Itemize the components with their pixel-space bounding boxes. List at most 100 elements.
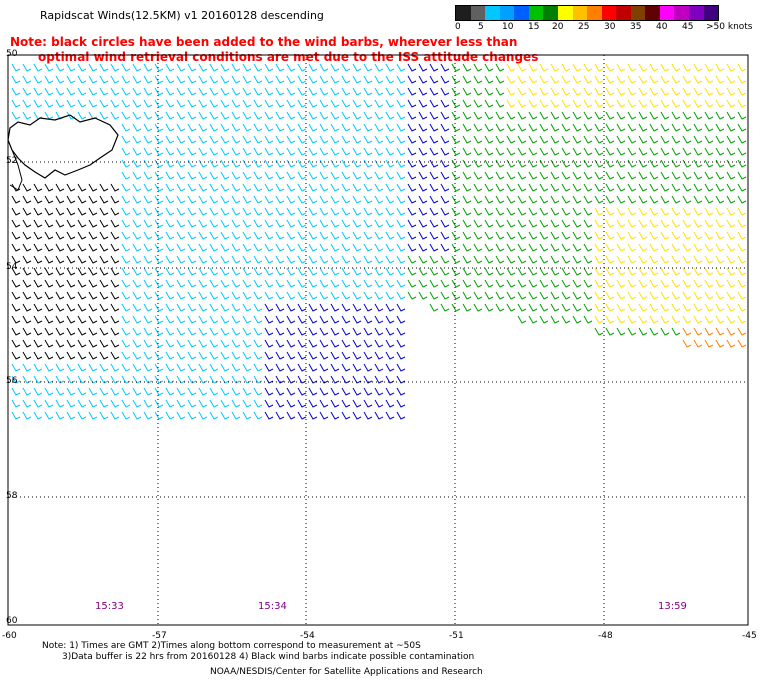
wind-barb bbox=[88, 255, 98, 264]
wind-barb bbox=[66, 399, 76, 408]
wind-barb bbox=[165, 171, 175, 180]
wind-barb bbox=[605, 315, 615, 324]
wind-barb bbox=[110, 363, 120, 372]
wind-barb bbox=[539, 231, 549, 240]
wind-barb bbox=[220, 387, 230, 396]
wind-barb bbox=[363, 111, 373, 120]
colorbar-swatch bbox=[456, 6, 471, 20]
wind-barb bbox=[726, 219, 736, 228]
wind-barb bbox=[484, 87, 494, 96]
wind-barb bbox=[330, 123, 340, 132]
wind-barb bbox=[308, 375, 318, 384]
wind-barb bbox=[11, 63, 21, 72]
wind-barb bbox=[616, 315, 626, 324]
wind-barb bbox=[319, 135, 329, 144]
colorbar-swatch bbox=[601, 6, 617, 20]
wind-barb bbox=[33, 279, 43, 288]
wind-barb bbox=[253, 147, 263, 156]
wind-barb bbox=[77, 303, 87, 312]
wind-barb bbox=[198, 171, 208, 180]
wind-barb bbox=[33, 387, 43, 396]
wind-barb bbox=[374, 135, 384, 144]
wind-barb bbox=[583, 267, 593, 276]
wind-barb bbox=[462, 111, 472, 120]
wind-barb bbox=[495, 99, 505, 108]
wind-barb bbox=[605, 135, 615, 144]
wind-barb bbox=[121, 219, 131, 228]
wind-barb bbox=[110, 255, 120, 264]
wind-barb bbox=[616, 159, 626, 168]
wind-barb bbox=[44, 387, 54, 396]
wind-barb bbox=[165, 183, 175, 192]
wind-barb bbox=[429, 171, 439, 180]
wind-barb bbox=[385, 279, 395, 288]
wind-barb bbox=[110, 99, 120, 108]
wind-barb bbox=[693, 195, 703, 204]
wind-barb bbox=[374, 183, 384, 192]
wind-barb bbox=[209, 123, 219, 132]
wind-barb bbox=[209, 255, 219, 264]
wind-barb bbox=[264, 135, 274, 144]
wind-barb bbox=[715, 303, 725, 312]
wind-barb bbox=[583, 231, 593, 240]
wind-barb bbox=[44, 87, 54, 96]
wind-barb bbox=[22, 231, 32, 240]
wind-barb bbox=[715, 75, 725, 84]
wind-barb bbox=[484, 63, 494, 72]
wind-barb bbox=[22, 183, 32, 192]
wind-barb bbox=[495, 87, 505, 96]
wind-barb bbox=[418, 135, 428, 144]
wind-barb bbox=[308, 315, 318, 324]
wind-barb bbox=[187, 159, 197, 168]
wind-barb bbox=[44, 207, 54, 216]
wind-barb bbox=[253, 243, 263, 252]
measurement-time: 13:59 bbox=[658, 601, 687, 612]
wind-barb bbox=[627, 75, 637, 84]
wind-barb bbox=[176, 99, 186, 108]
wind-barb bbox=[374, 87, 384, 96]
wind-barb bbox=[121, 63, 131, 72]
wind-barb bbox=[506, 123, 516, 132]
wind-barb bbox=[88, 363, 98, 372]
wind-barb bbox=[462, 243, 472, 252]
wind-barb bbox=[352, 387, 362, 396]
wind-barb bbox=[572, 207, 582, 216]
colorbar-label: 15 bbox=[528, 22, 540, 32]
wind-barb bbox=[143, 315, 153, 324]
wind-barb bbox=[374, 411, 384, 420]
wind-barb bbox=[242, 339, 252, 348]
wind-barb bbox=[737, 123, 747, 132]
wind-barb bbox=[88, 399, 98, 408]
wind-barb bbox=[671, 75, 681, 84]
wind-barb bbox=[693, 243, 703, 252]
wind-barb bbox=[462, 183, 472, 192]
wind-barb bbox=[462, 231, 472, 240]
wind-barb bbox=[341, 279, 351, 288]
wind-barb bbox=[275, 219, 285, 228]
wind-barb bbox=[363, 123, 373, 132]
wind-barb bbox=[528, 147, 538, 156]
wind-barb bbox=[616, 243, 626, 252]
wind-barb bbox=[462, 303, 472, 312]
wind-barb bbox=[110, 351, 120, 360]
wind-barb bbox=[594, 159, 604, 168]
wind-barb bbox=[451, 99, 461, 108]
wind-barb bbox=[704, 231, 714, 240]
wind-barb bbox=[55, 339, 65, 348]
wind-barb bbox=[297, 243, 307, 252]
wind-barb bbox=[671, 123, 681, 132]
wind-barb bbox=[154, 279, 164, 288]
wind-barb bbox=[583, 147, 593, 156]
wind-barb bbox=[473, 255, 483, 264]
wind-barb bbox=[429, 99, 439, 108]
wind-barb bbox=[99, 255, 109, 264]
colorbar-label: 20 bbox=[552, 22, 564, 32]
wind-barb bbox=[638, 279, 648, 288]
wind-barb bbox=[682, 291, 692, 300]
wind-barb bbox=[220, 303, 230, 312]
wind-barb bbox=[627, 87, 637, 96]
wind-barb bbox=[583, 291, 593, 300]
wind-barb bbox=[561, 111, 571, 120]
wind-barb bbox=[572, 183, 582, 192]
wind-barb bbox=[671, 63, 681, 72]
